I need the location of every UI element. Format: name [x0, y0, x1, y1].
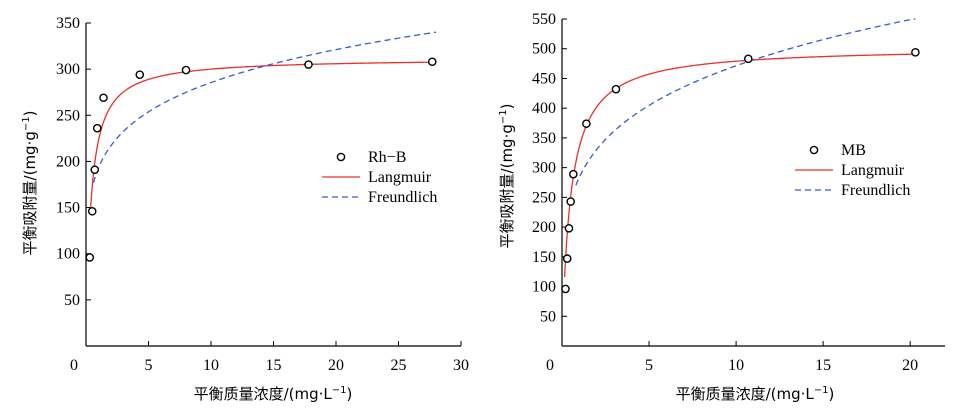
chart-rh-b: 平衡质量浓度/(mg·L−1) 平衡吸附量/(mg·g−1) 0 5 10 15 20 2…: [21, 15, 469, 403]
y-tick-label: 350: [56, 15, 80, 32]
langmuir-fit-line: [89, 61, 437, 212]
x-tick-label: 15: [266, 357, 282, 374]
legend-marker: [809, 145, 819, 155]
y-tick-label: 50: [540, 308, 556, 325]
y-tick-label: 200: [56, 153, 80, 170]
data-point: [181, 65, 191, 75]
legend: Rh−B Langmuir Freundlich: [322, 149, 437, 206]
y-tick-label: 550: [532, 11, 556, 28]
legend-label: Freundlich: [841, 182, 910, 199]
x-tick-label: 5: [145, 357, 153, 374]
legend-label: Langmuir: [368, 169, 432, 186]
legend-label: Freundlich: [368, 189, 437, 206]
x-tick-label: 10: [728, 357, 744, 374]
y-tick-label: 300: [56, 61, 80, 78]
y-tick-label: 500: [532, 41, 556, 58]
data-point: [562, 254, 572, 263]
y-tick-label: 50: [64, 292, 80, 309]
y-tick-label: 250: [56, 107, 80, 124]
data-point: [564, 223, 574, 233]
y-tick-label: 100: [532, 279, 556, 296]
data-point: [85, 253, 95, 262]
chart-mb: 平衡质量浓度/(mg·L−1) 平衡吸附量/(mg·g−1) 0 5 10 15 20 5…: [498, 11, 945, 403]
data-point: [90, 165, 100, 175]
data-point: [92, 123, 102, 133]
x-axis-label: 平衡质量浓度/(mg·L−1): [194, 385, 353, 403]
x-tick-label: 30: [453, 357, 469, 374]
data-point: [99, 93, 108, 103]
y-axis-label: 平衡吸附量/(mg·g−1): [498, 104, 516, 249]
data-point: [911, 47, 920, 57]
x-tick-label: 15: [815, 357, 831, 374]
data-point: [569, 169, 578, 179]
data-point: [427, 57, 437, 67]
y-tick-label: 400: [532, 100, 556, 117]
data-point: [582, 119, 591, 128]
data-point: [561, 284, 570, 294]
origin-tick-label: 0: [546, 357, 554, 374]
x-tick-label: 25: [391, 357, 407, 374]
data-point: [304, 60, 313, 69]
x-tick-label: 20: [328, 357, 344, 374]
x-axis-label: 平衡质量浓度/(mg·L−1): [676, 385, 835, 403]
y-tick-label: 300: [532, 160, 556, 177]
x-tick-label: 20: [902, 357, 918, 374]
legend-label: Rh−B: [368, 149, 406, 166]
y-axis-label: 平衡吸附量/(mg·g−1): [21, 111, 39, 256]
y-tick-label: 350: [532, 130, 556, 147]
origin-tick-label: 0: [70, 357, 78, 374]
legend-label: Langmuir: [841, 162, 905, 179]
x-tick-label: 5: [645, 357, 653, 374]
data-point: [611, 84, 621, 94]
legend: MB Langmuir Freundlich: [795, 142, 910, 199]
y-tick-label: 250: [532, 189, 556, 206]
y-tick-label: 450: [532, 70, 556, 87]
y-tick-label: 200: [532, 219, 556, 236]
y-tick-label: 150: [56, 200, 80, 217]
legend-marker: [336, 152, 346, 162]
y-tick-label: 100: [56, 246, 80, 263]
data-point: [566, 197, 576, 206]
data-point: [135, 70, 145, 79]
freundlich-fit-line: [575, 18, 916, 186]
x-tick-label: 10: [203, 357, 219, 374]
data-point: [87, 206, 97, 216]
legend-label: MB: [841, 142, 866, 159]
data-point: [743, 54, 753, 64]
freundlich-fit-line: [92, 31, 437, 183]
y-tick-label: 150: [532, 249, 556, 266]
